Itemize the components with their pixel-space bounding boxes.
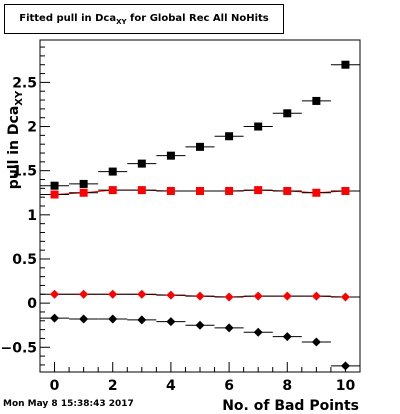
data-point [79,289,89,299]
data-point [108,289,118,299]
x-tick-label: 2 [108,378,118,394]
fit-lines [54,189,346,298]
data-point [137,186,146,195]
data-point [79,188,88,197]
x-tick-label: 6 [224,378,234,394]
data-point [166,290,176,300]
data-point [108,167,117,176]
data-point [108,314,118,324]
data-point [195,320,205,330]
data-point [79,179,88,188]
y-axis: −0.5 0 0.5 1 1.5 2 2.5 [0,46,50,366]
x-axis: 0 2 4 6 8 10 [50,362,356,394]
data-point [341,60,350,69]
series-3 [40,313,360,371]
data-point [137,315,147,325]
y-tick-label: 0.5 [12,252,37,268]
series-0 [40,60,360,190]
data-point [312,188,321,197]
series-1 [40,186,360,199]
data-point [311,291,321,301]
series-layer [40,60,360,371]
data-point [254,186,263,195]
data-point [196,186,204,195]
y-tick-label: 0 [27,296,37,312]
data-point [224,323,234,333]
data-point [283,186,292,195]
data-point [137,289,147,299]
data-point [254,122,263,131]
data-point [137,159,146,168]
x-tick-label: 4 [166,378,176,394]
data-point [225,132,234,141]
y-axis-title: pull in DcaXY [6,90,25,189]
data-point [50,190,59,199]
chart-title-box: Fitted pull in DcaXY for Global Rec All … [4,4,284,34]
x-tick-label: 0 [50,378,60,394]
data-point [166,186,175,195]
data-point [253,291,263,301]
data-point [283,109,292,118]
data-point [225,186,234,195]
y-tick-label: 2.5 [12,75,37,91]
x-axis-title: No. of Bad Points [222,398,359,414]
series-2 [40,289,360,302]
data-point [50,181,59,190]
y-tick-label: −0.5 [0,340,37,356]
data-point [166,151,175,160]
data-point [311,337,321,347]
data-point [312,96,321,105]
y-tick-label: 1 [27,208,37,224]
data-point [253,327,263,337]
x-tick-label: 10 [336,378,356,394]
data-point [340,361,350,371]
x-tick-label: 8 [282,378,292,394]
data-point [166,317,176,327]
data-point [282,332,292,342]
chart-title: Fitted pull in DcaXY for Global Rec All … [19,12,269,26]
y-tick-label: 1.5 [12,164,37,180]
data-point [108,186,117,195]
timestamp: Mon May 8 15:38:43 2017 [3,399,134,409]
data-point [224,292,234,302]
data-point [282,291,292,301]
data-point [341,186,350,195]
data-point [79,314,89,324]
y-tick-label: 2 [27,120,37,136]
data-point [340,292,350,302]
data-point [196,142,204,151]
data-point [195,291,205,301]
data-point [50,313,60,323]
data-point [50,289,60,299]
